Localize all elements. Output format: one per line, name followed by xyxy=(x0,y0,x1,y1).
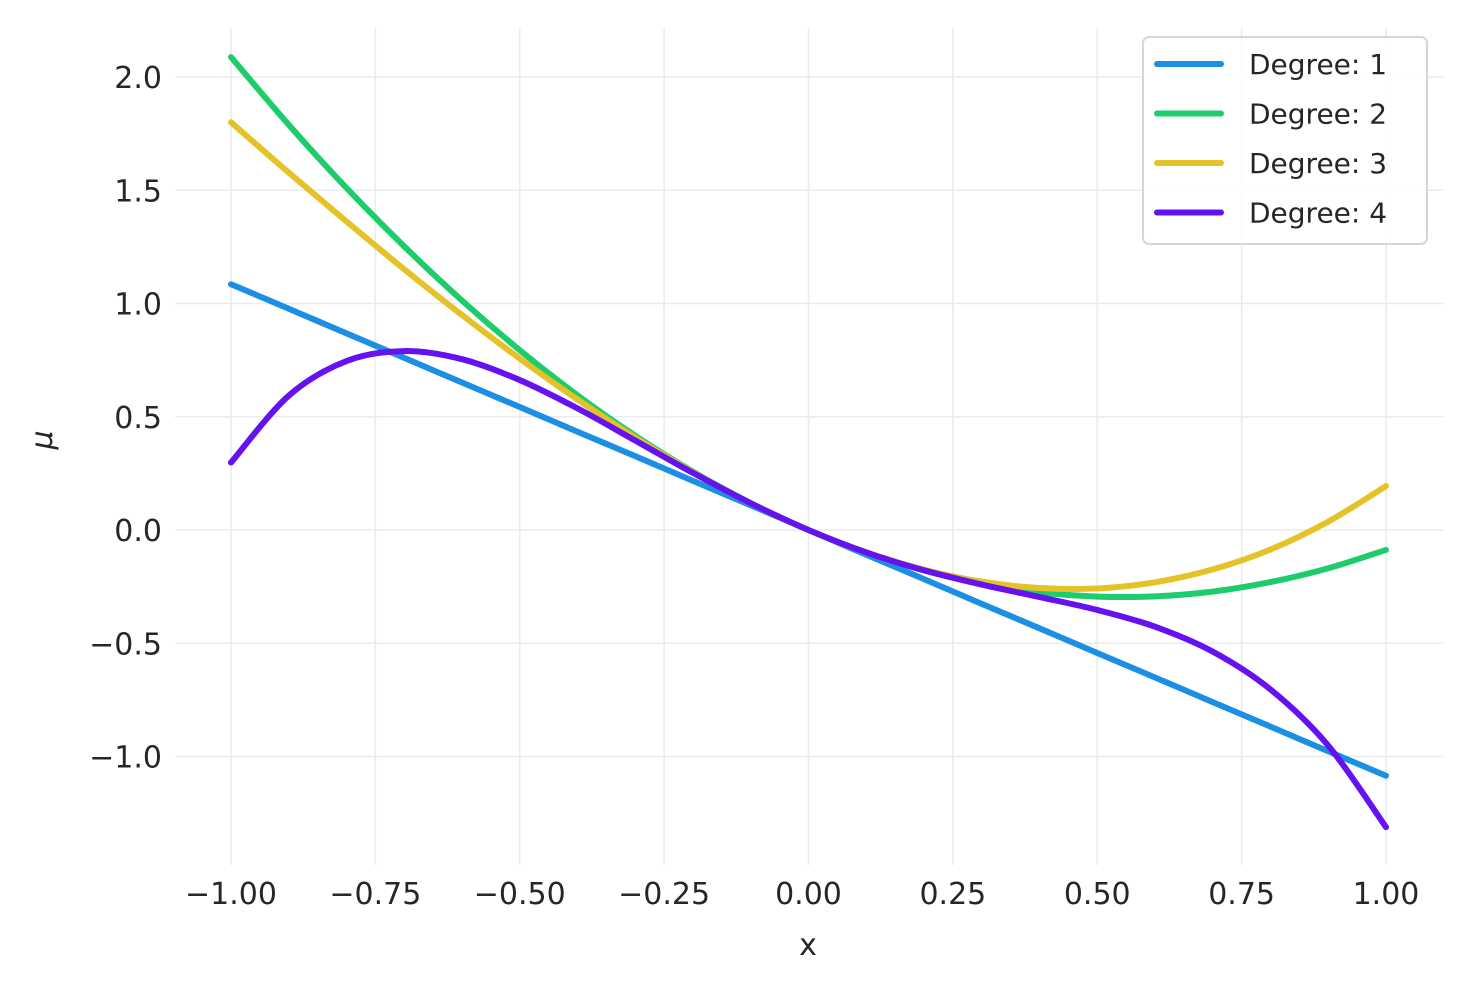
grid xyxy=(175,28,1443,865)
y-tick-label: 1.0 xyxy=(114,288,162,323)
legend-label: Degree: 1 xyxy=(1249,48,1387,81)
y-tick-label: −0.5 xyxy=(89,627,162,662)
legend-frame xyxy=(1142,36,1428,245)
x-tick-label: −0.75 xyxy=(329,877,421,912)
x-tick-label: 0.75 xyxy=(1208,877,1275,912)
x-tick-label: 0.25 xyxy=(919,877,986,912)
legend-label: Degree: 4 xyxy=(1249,197,1387,230)
legend-label: Degree: 3 xyxy=(1249,147,1387,180)
y-tick-label: −1.0 xyxy=(89,741,162,776)
series-lines xyxy=(228,54,1389,831)
legend-label: Degree: 2 xyxy=(1249,98,1387,131)
y-tick-label: 2.0 xyxy=(114,61,162,96)
x-tick-label: 1.00 xyxy=(1353,877,1420,912)
series-line-degree-4 xyxy=(228,348,1389,831)
y-tick-label: 0.0 xyxy=(114,514,162,549)
y-tick-label: 0.5 xyxy=(114,401,162,436)
y-tick-labels: −1.0 −0.5 0.0 0.5 1.0 1.5 2.0 xyxy=(89,61,162,776)
y-axis-label: μ xyxy=(25,430,60,450)
y-tick-label: 1.5 xyxy=(114,174,162,209)
x-tick-label: −0.50 xyxy=(474,877,566,912)
x-tick-label: 0.50 xyxy=(1064,877,1131,912)
x-tick-label: 0.00 xyxy=(775,877,842,912)
legend: Degree: 1 Degree: 2 Degree: 3 Degree: 4 xyxy=(1142,36,1428,245)
x-axis-label: x xyxy=(799,928,817,963)
x-tick-labels: −1.00 −0.75 −0.50 −0.25 0.00 0.25 0.50 0.75 1.00 xyxy=(185,877,1419,912)
x-tick-label: −0.25 xyxy=(618,877,710,912)
x-tick-label: −1.00 xyxy=(185,877,277,912)
